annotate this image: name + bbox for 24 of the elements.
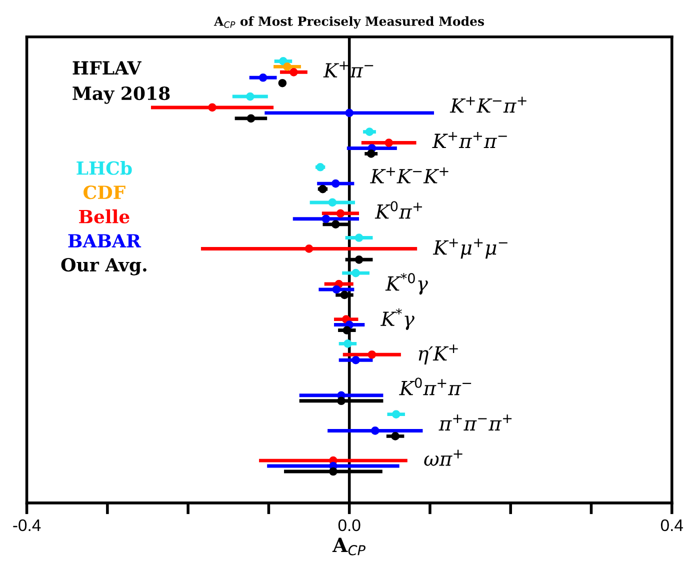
text: BABAR bbox=[68, 234, 142, 248]
y-tick-label: K$^{*0}$γ bbox=[385, 273, 428, 295]
y-tick-label: π$^{+}$π$^{−}$π$^{+}$ bbox=[438, 414, 512, 430]
y-tick-label: K$^{+}$π$^{−}$ bbox=[323, 61, 374, 78]
y-tick-label: K$^{0}$π$^{+}$π$^{−}$ bbox=[399, 378, 472, 396]
x-axis-title: A$_{CP}$ bbox=[332, 538, 366, 556]
text: Our Avg. bbox=[61, 258, 146, 276]
y-tick-label: K$^{+}$K$^{−}$π$^{+}$ bbox=[450, 96, 526, 113]
y-tick-label: ωπ$^{+}$ bbox=[424, 450, 462, 466]
annotation: May 2018 bbox=[72, 86, 170, 104]
x-tick-label: -0.4 bbox=[13, 519, 41, 532]
y-tick-label: K$^{+}$μ$^{+}$μ$^{−}$ bbox=[432, 238, 508, 259]
text: Belle bbox=[79, 209, 130, 224]
y-tick-label: η′K$^{+}$ bbox=[418, 344, 458, 365]
x-tick-label: 0.0 bbox=[338, 519, 360, 532]
x-tick-label: 0.4 bbox=[660, 519, 683, 532]
y-tick-label: K$^{0}$π$^{+}$ bbox=[374, 201, 422, 219]
text: LHCb bbox=[76, 160, 132, 175]
text: CDF bbox=[84, 186, 126, 200]
y-tick-label: K$^{+}$K$^{−}$K$^{+}$ bbox=[370, 167, 448, 184]
y-tick-label: K$^{+}$π$^{+}$π$^{−}$ bbox=[432, 132, 507, 148]
chart-title: A$_{CP}$ of Most Precisely Measured Modes bbox=[214, 16, 484, 29]
y-tick-label: K$^{*}$γ bbox=[380, 308, 414, 330]
annotation: HFLAV bbox=[72, 61, 142, 74]
